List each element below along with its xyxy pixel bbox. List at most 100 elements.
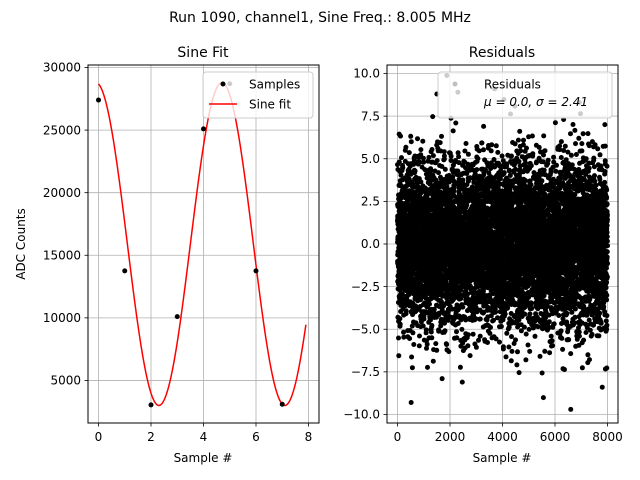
residual-point [459,379,465,385]
residual-point [465,151,471,157]
residual-point [487,330,493,336]
residual-point [481,147,486,153]
residual-point [509,153,514,159]
residual-point [506,344,512,350]
residual-point [470,331,476,337]
residual-point [398,133,403,139]
figure-suptitle: Run 1090, channel1, Sine Freq.: 8.005 MH… [169,10,471,26]
residual-point [399,291,405,297]
residual-point [411,161,417,167]
residual-point [427,301,432,307]
residual-point [456,154,462,160]
residual-point [503,354,509,360]
left-xtick-label: 6 [252,430,260,444]
residual-point [489,142,495,148]
residual-point [516,159,522,164]
residual-point [415,136,420,142]
legend-sine-fit-label: Sine fit [249,98,291,112]
residual-point [476,148,482,154]
residual-point [477,316,483,322]
left-xtick-label: 0 [95,430,103,444]
residual-point [428,329,434,335]
residual-point [454,329,459,335]
sample-point [122,268,128,274]
residual-point [418,152,424,158]
residual-point [442,328,448,334]
residual-point [430,358,436,364]
sine-fit-ylabel: ADC Counts [14,208,28,280]
residual-point [436,328,442,334]
residual-point [523,357,529,363]
sine-fit-title: Sine Fit [177,45,229,61]
residual-point [409,323,415,329]
residual-point [438,323,444,329]
residual-point [451,188,457,194]
residual-point [485,340,490,345]
residual-point [403,144,409,150]
residual-point [425,364,430,370]
legend-samples-label: Samples [249,78,300,92]
residual-point [441,156,447,162]
residual-point [473,344,479,350]
residual-point [434,158,440,164]
residual-point [428,168,434,174]
residual-point [439,164,445,169]
sample-point [174,314,180,320]
sample-point [253,268,259,274]
residual-point [444,342,450,347]
residual-point [401,334,407,340]
residual-point [448,153,454,159]
residual-point [463,141,469,146]
residual-point [513,337,518,343]
residual-point [479,140,485,146]
residual-point [424,341,430,347]
residual-point [521,324,527,330]
residual-point [437,140,443,146]
residual-point [411,342,417,347]
residual-point [501,170,507,176]
residual-point [460,304,466,310]
residual-point [416,343,422,349]
residual-point [465,343,471,349]
residual-point [502,311,508,317]
residual-point [418,179,424,185]
residual-point [429,147,435,152]
residual-point [418,147,424,153]
residuals-title: Residuals [469,45,535,61]
residual-point [488,148,494,154]
residual-point [426,154,432,160]
residual-point [517,128,523,134]
left-xtick-label: 2 [147,430,155,444]
residual-point [412,168,418,174]
residual-point [509,348,515,354]
residual-point [421,159,427,165]
residual-point [467,353,473,359]
residual-point [441,149,447,155]
residual-point [499,153,505,159]
residual-point [436,170,441,176]
residual-point [421,316,427,322]
left-ytick-label: 25000 [43,123,81,137]
sine-fit-legend-box [202,71,314,119]
residual-point [403,308,409,314]
residual-point [431,306,437,312]
sine-fit-curve [97,81,307,407]
residual-point [397,287,403,293]
residual-point [429,335,435,341]
residual-point [396,353,402,359]
residual-point [504,330,510,336]
residual-point [410,330,416,336]
residual-point [498,324,504,329]
residual-point [438,271,444,277]
residual-point [453,120,459,126]
legend-samples-marker [220,81,226,87]
residuals-panel: Residuals 0 2000 4000 6000 8000 −10.0−7.5−5.… [343,45,623,465]
residual-point [424,345,429,351]
residual-point [460,177,466,183]
residual-point [450,128,456,134]
residual-point [477,333,483,339]
residual-point [512,141,518,147]
